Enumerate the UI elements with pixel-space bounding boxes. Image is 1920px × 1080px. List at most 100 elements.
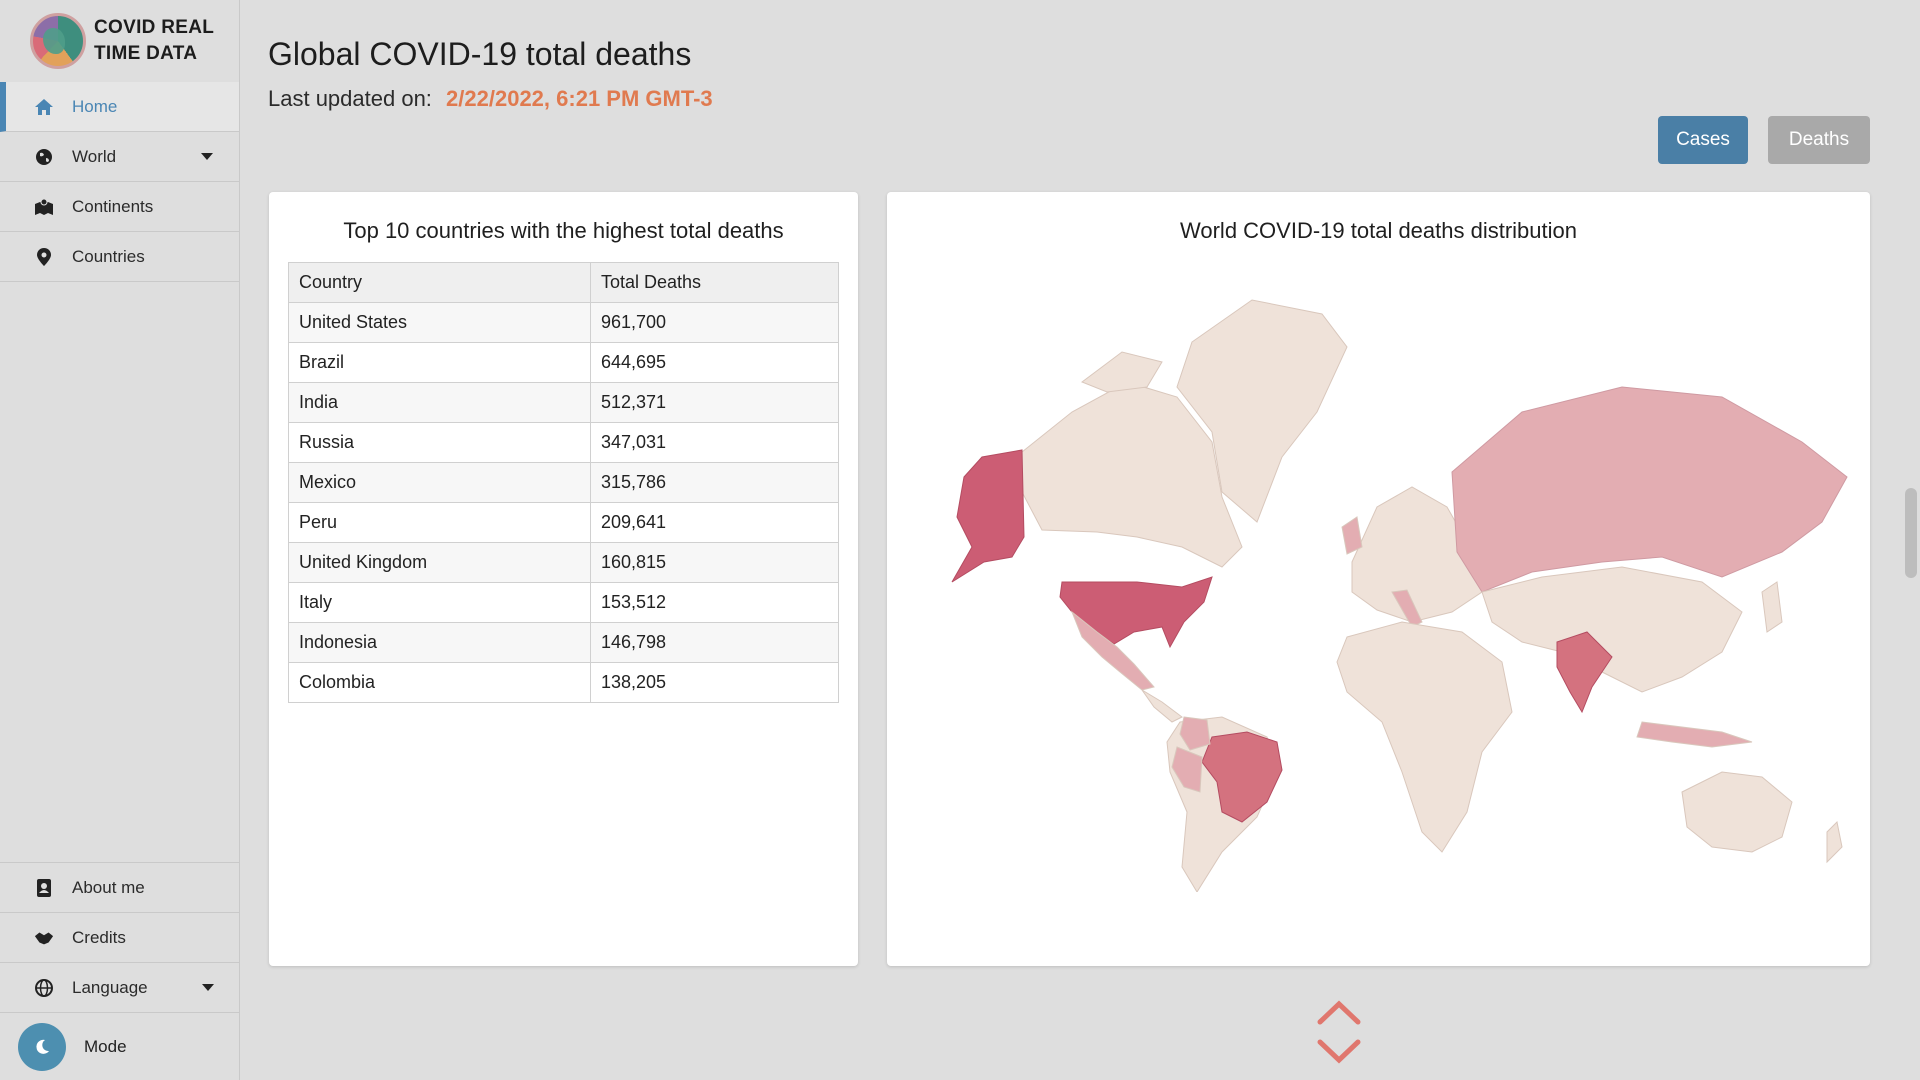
deaths-cell: 146,798: [590, 622, 839, 663]
country-cell: Russia: [288, 422, 591, 463]
dark-mode-toggle[interactable]: [18, 1022, 66, 1071]
last-updated-label: Last updated on:: [268, 86, 432, 111]
deaths-cell: 512,371: [590, 382, 839, 423]
country-cell: Colombia: [288, 662, 591, 703]
country-cell: United States: [288, 302, 591, 343]
table-row: Peru 209,641: [288, 502, 839, 543]
deaths-cell: 138,205: [590, 662, 839, 703]
table-header-row: Country Total Deaths: [288, 262, 839, 303]
map-pin-icon: [34, 247, 54, 267]
page-title: Global COVID-19 total deaths: [268, 36, 692, 72]
world-map-title: World COVID-19 total deaths distribution: [1180, 218, 1577, 243]
table-row: United Kingdom 160,815: [288, 542, 839, 583]
moon-icon: [36, 1039, 49, 1054]
globe-icon: [34, 147, 54, 167]
contact-card-icon: [34, 878, 54, 898]
country-cell: United Kingdom: [288, 542, 591, 583]
table-row: India 512,371: [288, 382, 839, 423]
map-region-new-zealand[interactable]: [1826, 820, 1843, 864]
table-row: Russia 347,031: [288, 422, 839, 463]
chevron-down-icon: [201, 153, 213, 160]
brand-logo[interactable]: COVID REAL TIME DATA: [0, 0, 239, 82]
last-updated: Last updated on: 2/22/2022, 6:21 PM GMT-…: [268, 86, 713, 112]
map-region-india[interactable]: [1556, 631, 1613, 714]
country-cell: Peru: [288, 502, 591, 543]
deaths-cell: 209,641: [590, 502, 839, 543]
top-countries-table: Country Total Deaths United States 961,70…: [288, 262, 839, 703]
deaths-cell: 961,700: [590, 302, 839, 343]
map-region-africa[interactable]: [1336, 621, 1513, 853]
home-icon: [34, 97, 54, 117]
deaths-cell: 347,031: [590, 422, 839, 463]
map-region-brazil[interactable]: [1201, 731, 1283, 823]
sidebar-item-about[interactable]: About me: [0, 862, 240, 912]
sidebar-item-label: World: [72, 146, 117, 166]
language-globe-icon: [34, 978, 54, 998]
map-region-canadian-arctic[interactable]: [1080, 351, 1163, 393]
deaths-cell: 644,695: [590, 342, 839, 383]
table-row: Indonesia 146,798: [288, 622, 839, 663]
map-region-mexico[interactable]: [1070, 610, 1155, 691]
map-region-asia[interactable]: [1481, 566, 1743, 693]
map-region-indonesia[interactable]: [1636, 721, 1753, 748]
map-region-russia[interactable]: [1451, 386, 1848, 593]
chevron-down-icon[interactable]: [1317, 1039, 1361, 1064]
sidebar-item-label: About me: [72, 877, 145, 897]
sidebar-item-credits[interactable]: Credits: [0, 912, 240, 962]
map-region-japan[interactable]: [1761, 581, 1783, 633]
covid-logo-icon: [30, 13, 86, 69]
sidebar: COVID REAL TIME DATA Home World Continen…: [0, 0, 240, 1080]
sidebar-item-home[interactable]: Home: [0, 82, 239, 132]
deaths-cell: 315,786: [590, 462, 839, 503]
map-region-italy[interactable]: [1391, 589, 1423, 628]
map-region-colombia[interactable]: [1179, 716, 1211, 751]
map-region-australia[interactable]: [1681, 771, 1793, 853]
sidebar-item-label: Continents: [72, 196, 154, 216]
map-region-peru[interactable]: [1171, 746, 1203, 793]
table-row: Italy 153,512: [288, 582, 839, 623]
page-scrollbar[interactable]: [1902, 0, 1920, 1080]
chevron-up-icon[interactable]: [1317, 1000, 1361, 1025]
deaths-button[interactable]: Deaths: [1768, 116, 1870, 164]
column-header-total-deaths: Total Deaths: [590, 262, 839, 303]
map-region-united-kingdom[interactable]: [1341, 516, 1363, 555]
world-map-card: World COVID-19 total deaths distribution: [887, 192, 1870, 966]
sidebar-bottom: About me Credits Language Mode: [0, 862, 240, 1080]
table-row: United States 961,700: [288, 302, 839, 343]
country-cell: Italy: [288, 582, 591, 623]
country-cell: Brazil: [288, 342, 591, 383]
map-region-alaska[interactable]: [951, 449, 1025, 583]
sidebar-item-continents[interactable]: Continents: [0, 182, 239, 232]
brand-line-2: TIME DATA: [94, 43, 198, 64]
last-updated-value: 2/22/2022, 6:21 PM GMT-3: [446, 86, 713, 111]
brand-line-1: COVID REAL: [94, 17, 215, 38]
top-countries-title: Top 10 countries with the highest total …: [343, 218, 784, 243]
table-row: Mexico 315,786: [288, 462, 839, 503]
sidebar-item-world[interactable]: World: [0, 132, 239, 182]
cases-button[interactable]: Cases: [1658, 116, 1748, 164]
handshake-icon: [34, 928, 54, 948]
world-choropleth-map[interactable]: [922, 292, 1852, 893]
country-cell: Mexico: [288, 462, 591, 503]
mode-label: Mode: [84, 1036, 127, 1056]
sidebar-item-label: Credits: [72, 927, 126, 947]
sidebar-item-label: Countries: [72, 246, 145, 266]
country-cell: Indonesia: [288, 622, 591, 663]
scroll-arrows[interactable]: [1316, 998, 1362, 1070]
table-row: Brazil 644,695: [288, 342, 839, 383]
deaths-cell: 160,815: [590, 542, 839, 583]
column-header-country: Country: [288, 262, 591, 303]
brand-name: COVID REAL TIME DATA: [94, 15, 214, 67]
scrollbar-thumb[interactable]: [1905, 488, 1917, 578]
chevron-down-icon: [202, 984, 214, 991]
sidebar-item-language[interactable]: Language: [0, 962, 240, 1012]
map-region-greenland[interactable]: [1176, 299, 1348, 523]
deaths-cell: 153,512: [590, 582, 839, 623]
table-row: Colombia 138,205: [288, 662, 839, 703]
map-region-central-america[interactable]: [1141, 689, 1183, 723]
map-marked-icon: [34, 197, 54, 217]
mode-toggle-row: Mode: [0, 1012, 240, 1080]
country-cell: India: [288, 382, 591, 423]
sidebar-item-countries[interactable]: Countries: [0, 232, 239, 282]
sidebar-item-label: Home: [72, 96, 118, 116]
